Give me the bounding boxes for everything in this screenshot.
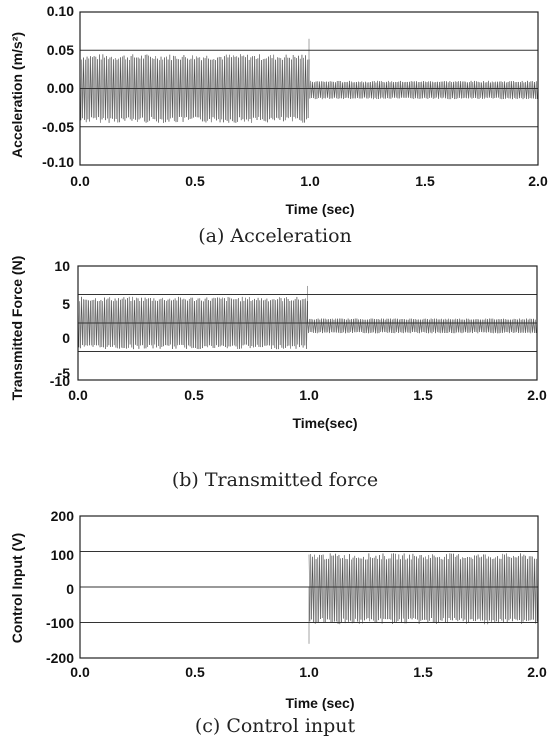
panel-c-x-tick-3: 1.5	[413, 664, 433, 680]
panel-b-x-tick-4: 2.0	[527, 387, 547, 403]
panel-a-y-tick-1: 0.05	[47, 42, 74, 58]
panel-a: Acceleration (m/s²) 0.10 0.05 0.00 -0.05…	[9, 3, 548, 247]
panel-c-y-tick-4: -200	[46, 650, 74, 666]
panel-c-x-tick-0: 0.0	[70, 664, 90, 680]
panel-c-x-tick-1: 0.5	[185, 664, 205, 680]
panel-a-x-tick-0: 0.0	[70, 173, 90, 189]
panel-b-plot-frame	[77, 265, 538, 381]
panel-c: Control Input (V) 200 100 0 -100 -200 0.…	[9, 508, 547, 737]
panel-b-y-tick-0: 10	[54, 258, 70, 274]
panel-b-y-tick-labels: 10 5 0 -5 -10	[50, 258, 70, 389]
panel-a-plot-frame	[79, 11, 539, 166]
panel-b-y-tick-4: -10	[50, 373, 70, 389]
panel-a-y-tick-3: -0.05	[42, 119, 74, 135]
panel-c-plot-frame	[79, 515, 539, 659]
panel-a-xlabel: Time (sec)	[286, 201, 355, 217]
panel-a-y-tick-2: 0.00	[47, 80, 74, 96]
panel-c-x-tick-4: 2.0	[527, 664, 547, 680]
panel-b-ylabel: Transmitted Force (N)	[9, 256, 25, 401]
panel-b-x-tick-labels: 0.0 0.5 1.0 1.5 2.0	[68, 387, 547, 403]
panel-c-y-tick-labels: 200 100 0 -100 -200	[46, 508, 74, 666]
panel-b-y-tick-1: 5	[62, 296, 70, 312]
panel-a-y-tick-4: -0.10	[42, 154, 74, 170]
panel-c-xlabel: Time (sec)	[286, 695, 355, 711]
panel-a-ylabel: Acceleration (m/s²)	[9, 32, 25, 158]
panel-b-x-tick-1: 0.5	[184, 387, 204, 403]
panel-b-y-tick-2: 0	[62, 330, 70, 346]
panel-a-x-tick-2: 1.0	[300, 173, 320, 189]
panel-a-x-tick-labels: 0.0 0.5 1.0 1.5 2.0	[70, 173, 548, 189]
panel-a-y-tick-labels: 0.10 0.05 0.00 -0.05 -0.10	[42, 3, 74, 170]
panel-a-caption: (a) Acceleration	[198, 225, 352, 247]
panel-b-xlabel: Time(sec)	[292, 415, 357, 431]
panel-a-x-tick-1: 0.5	[185, 173, 205, 189]
panel-a-x-tick-4: 2.0	[528, 173, 548, 189]
panel-c-y-tick-0: 200	[51, 508, 75, 524]
panel-b-x-tick-0: 0.0	[68, 387, 88, 403]
panel-c-caption: (c) Control input	[195, 715, 356, 737]
panel-b-signal-line	[77, 285, 538, 350]
panel-a-signal-line	[79, 38, 539, 123]
panel-c-y-tick-2: 0	[66, 581, 74, 597]
panel-c-y-tick-1: 100	[51, 547, 75, 563]
panel-b-x-tick-2: 1.0	[299, 387, 319, 403]
panel-c-ylabel: Control Input (V)	[9, 533, 25, 643]
panel-a-y-tick-0: 0.10	[47, 3, 74, 19]
panel-b-caption: (b) Transmitted force	[172, 469, 378, 491]
panel-c-signal-line	[308, 553, 539, 644]
panel-c-x-tick-labels: 0.0 0.5 1.0 1.5 2.0	[70, 664, 547, 680]
panel-a-x-tick-3: 1.5	[415, 173, 435, 189]
panel-b: Transmitted Force (N) 10 5 0 -5 -10 0.0 …	[9, 256, 547, 491]
panel-b-y-tick-3: -5	[58, 365, 71, 381]
panel-c-x-tick-2: 1.0	[299, 664, 319, 680]
panel-b-x-tick-3: 1.5	[413, 387, 433, 403]
panel-c-y-tick-3: -100	[46, 615, 74, 631]
